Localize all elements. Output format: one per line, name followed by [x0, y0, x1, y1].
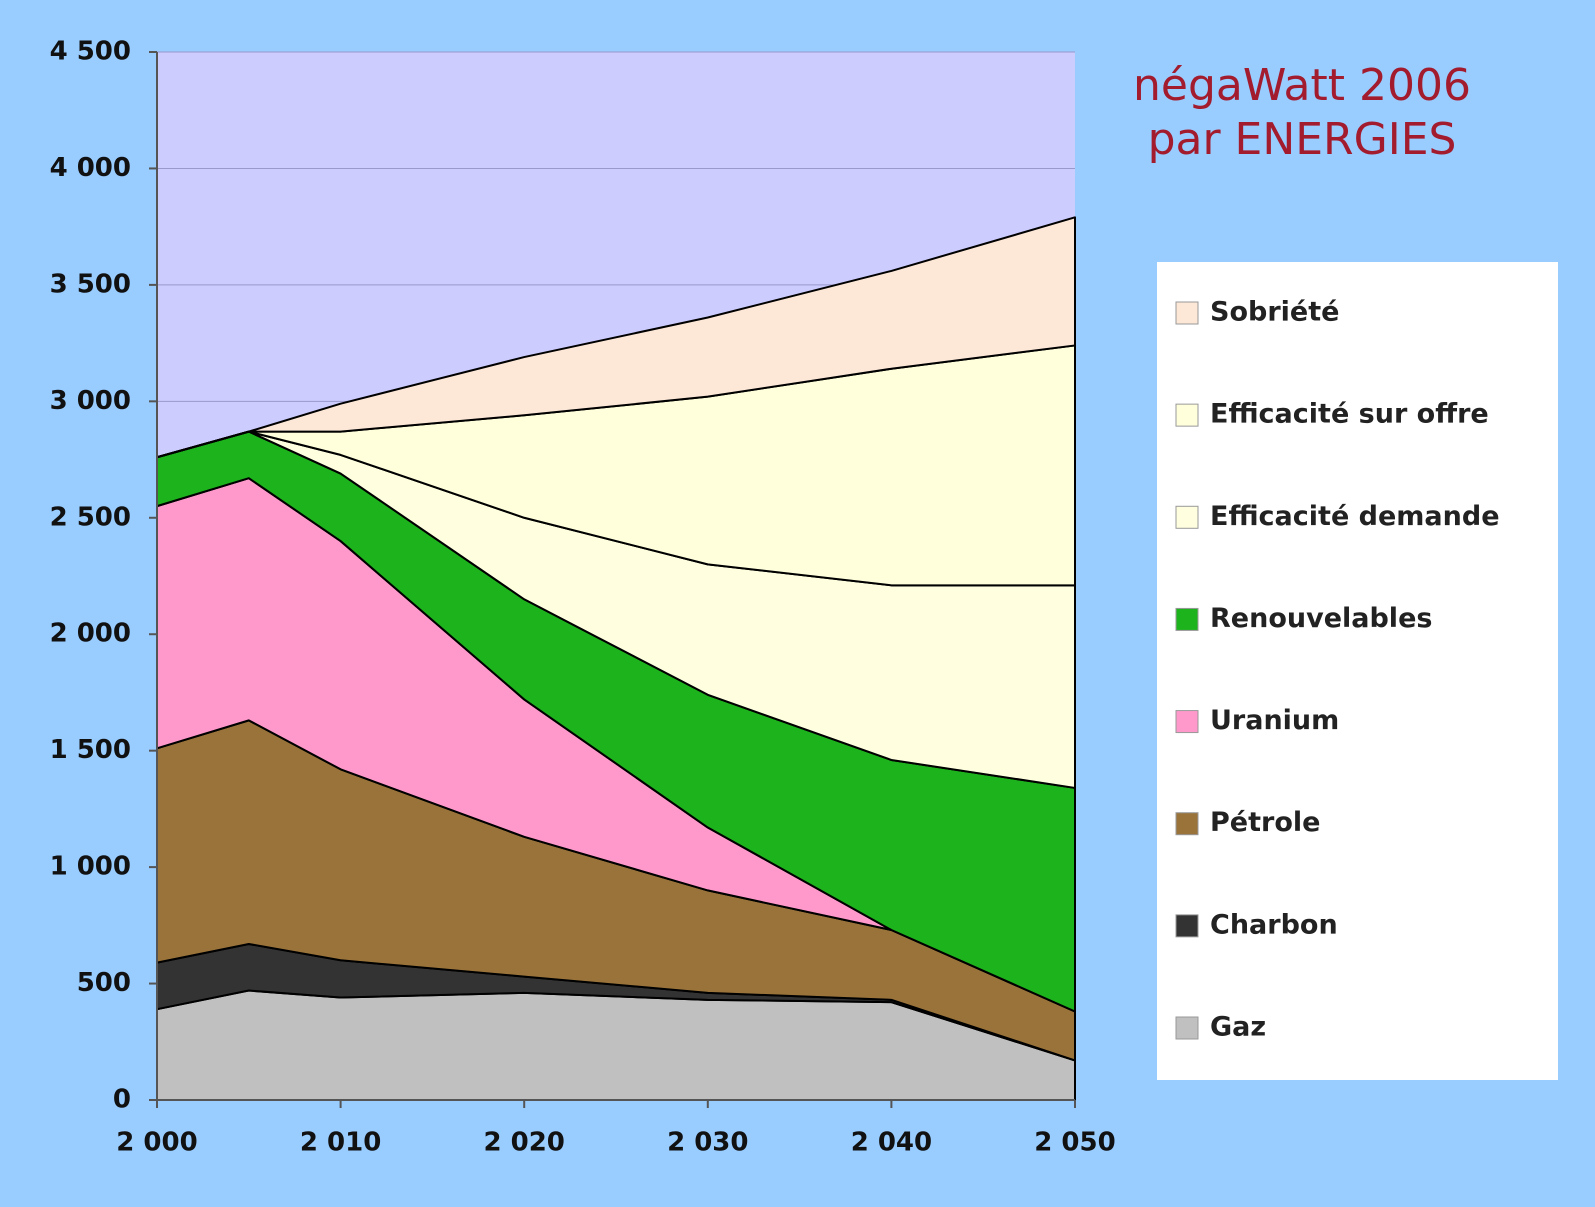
chart-subtitle: par ENERGIES [1148, 114, 1457, 165]
y-tick-label: 500 [77, 968, 131, 998]
legend-label: Renouvelables [1210, 603, 1432, 634]
legend-label: Efficacité demande [1210, 501, 1500, 532]
y-tick-label: 4 000 [50, 153, 131, 183]
x-tick-label: 2 020 [483, 1128, 564, 1158]
y-tick-label: 2 500 [50, 502, 131, 532]
legend-label: Sobriété [1210, 297, 1339, 328]
y-tick-label: 3 000 [50, 386, 131, 416]
y-tick-label: 0 [113, 1085, 131, 1115]
y-tick-label: 3 500 [50, 269, 131, 299]
legend-swatch [1175, 812, 1199, 836]
legend-swatch [1175, 403, 1199, 427]
y-tick-label: 2 000 [50, 619, 131, 649]
x-tick-label: 2 010 [300, 1128, 381, 1158]
legend-swatch [1175, 710, 1199, 734]
legend-swatch [1175, 607, 1199, 631]
legend-label: Pétrole [1210, 807, 1320, 838]
x-tick-label: 2 040 [851, 1128, 932, 1158]
y-tick-label: 4 500 [50, 37, 131, 67]
legend-label: Charbon [1210, 909, 1338, 940]
y-tick-label: 1 000 [50, 852, 131, 882]
legend-swatch [1175, 914, 1199, 938]
legend-swatch [1175, 1016, 1199, 1040]
legend-swatch [1175, 505, 1199, 529]
legend-label: Gaz [1210, 1012, 1266, 1043]
chart-title: négaWatt 2006 [1133, 60, 1471, 111]
y-tick-label: 1 500 [50, 735, 131, 765]
x-tick-label: 2 030 [667, 1128, 748, 1158]
legend-swatch [1175, 301, 1199, 325]
legend-label: Uranium [1210, 705, 1339, 736]
area [156, 216, 1076, 459]
legend-label: Efficacité sur offre [1210, 399, 1489, 430]
x-tick-label: 2 050 [1034, 1128, 1115, 1158]
x-tick-label: 2 000 [116, 1128, 197, 1158]
legend-box [1157, 262, 1558, 1080]
